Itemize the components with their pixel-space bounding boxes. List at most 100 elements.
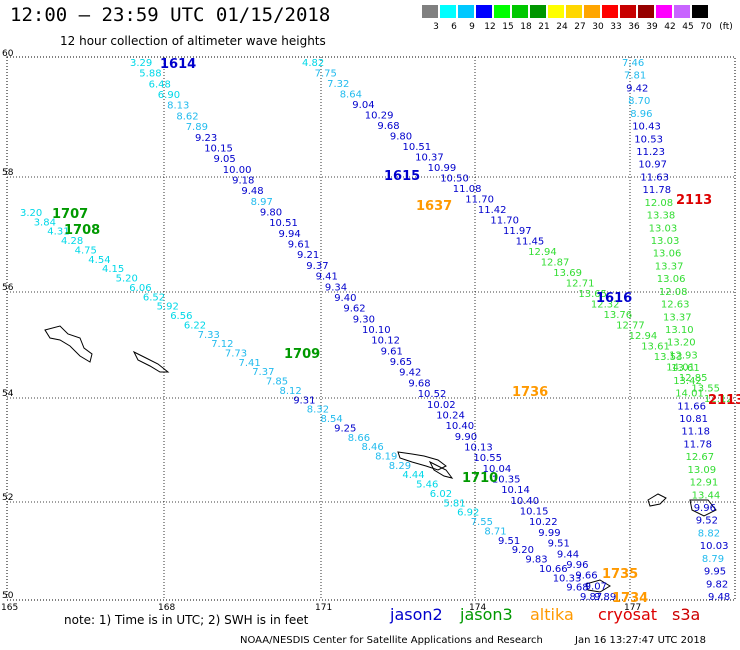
wave-height-value: 8.64 xyxy=(340,90,362,101)
wave-height-value: 7.32 xyxy=(327,79,349,90)
wave-height-value: 10.40 xyxy=(446,421,475,432)
satellite-altika: altika xyxy=(530,605,574,624)
wave-height-value: 9.05 xyxy=(214,154,236,165)
pass-time-label: 1710 xyxy=(462,471,498,486)
wave-height-value: 9.61 xyxy=(288,240,310,251)
wave-height-value: 12.94 xyxy=(629,331,658,342)
wave-height-value: 10.66 xyxy=(539,564,568,575)
wave-height-value: 4.75 xyxy=(75,246,97,257)
wave-height-value: 9.48 xyxy=(708,592,730,603)
legend-swatch xyxy=(566,5,582,18)
wave-height-value: 7.89 xyxy=(186,122,208,133)
wave-height-value: 9.23 xyxy=(195,133,217,144)
wave-height-value: 9.31 xyxy=(293,395,315,406)
wave-height-value: 11.42 xyxy=(478,205,507,216)
wave-height-value: 10.53 xyxy=(634,134,663,145)
wave-height-value: 13.03 xyxy=(649,223,678,234)
altimeter-tracks: 3.295.886.486.908.138.627.899.2310.159.0… xyxy=(20,58,733,603)
wave-height-value: 8.46 xyxy=(362,442,384,453)
wave-height-value: 9.21 xyxy=(297,250,319,261)
credit-line: NOAA/NESDIS Center for Satellite Applica… xyxy=(240,635,543,646)
latitude-label: 54 xyxy=(2,389,14,399)
coastline-small-island xyxy=(132,350,170,373)
wave-height-value: 13.38 xyxy=(647,211,676,222)
legend-swatch xyxy=(602,5,618,18)
legend-label: 21 xyxy=(538,22,550,32)
wave-height-value: 13.09 xyxy=(688,465,717,476)
wave-height-value: 9.48 xyxy=(241,186,263,197)
wave-height-value: 3.29 xyxy=(130,58,152,69)
wave-height-value: 13.53 xyxy=(654,352,683,363)
wave-height-value: 10.22 xyxy=(529,517,558,528)
wave-height-value: 9.68 xyxy=(408,378,430,389)
wave-height-value: 13.44 xyxy=(692,490,721,501)
wave-height-value: 9.80 xyxy=(390,132,412,143)
wave-height-value: 10.14 xyxy=(501,485,530,496)
wave-height-value: 7.73 xyxy=(225,349,247,360)
wave-height-value: 9.20 xyxy=(512,545,534,556)
satellite-jason3: jason3 xyxy=(460,605,513,624)
wave-height-value: 3.84 xyxy=(34,217,56,228)
wave-height-value: 8.54 xyxy=(321,414,343,425)
wave-height-value: 9.89 xyxy=(594,592,616,603)
wave-height-value: 13.03 xyxy=(651,236,680,247)
longitude-label: 171 xyxy=(315,603,332,613)
legend-swatch xyxy=(692,5,708,18)
wave-height-value: 7.12 xyxy=(211,339,233,350)
wave-height-value: 10.13 xyxy=(464,443,493,454)
wave-height-value: 12.08 xyxy=(645,198,674,209)
wave-height-value: 9.51 xyxy=(548,539,570,550)
wave-height-value: 7.55 xyxy=(471,517,493,528)
pass-time-label: 1707 xyxy=(52,207,88,222)
wave-height-value: 13.55 xyxy=(691,384,720,395)
coastline-east-island-3 xyxy=(585,579,611,593)
wave-height-value: 9.90 xyxy=(455,432,477,443)
legend-swatch xyxy=(620,5,636,18)
wave-height-value: 10.03 xyxy=(700,541,729,552)
wave-height-value: 10.81 xyxy=(679,414,708,425)
wave-height-value: 10.29 xyxy=(365,111,394,122)
wave-height-value: 12.08 xyxy=(659,287,688,298)
legend-swatch xyxy=(422,5,438,18)
legend-swatch xyxy=(548,5,564,18)
wave-height-value: 6.06 xyxy=(129,283,151,294)
pass-time-label: 1708 xyxy=(64,223,100,238)
wave-height-value: 5.46 xyxy=(416,480,438,491)
latitude-label: 60 xyxy=(2,49,14,59)
legend-label: 18 xyxy=(520,22,532,32)
wave-height-value: 8.96 xyxy=(630,109,652,120)
latitude-label: 50 xyxy=(2,591,14,601)
wave-height-value: 10.51 xyxy=(403,142,432,153)
wave-height-value: 14.01 xyxy=(675,389,704,400)
wave-height-value: 12.77 xyxy=(616,321,645,332)
legend-label: 70 xyxy=(700,22,712,32)
wave-height-value: 9.61 xyxy=(381,346,403,357)
wave-height-value: 11.97 xyxy=(503,226,532,237)
wave-height-value: 4.82 xyxy=(302,58,324,69)
axis-labels: 60 58 56 54 52 50 165 168 171 174 177 xyxy=(1,49,641,613)
wave-height-value: 8.82 xyxy=(698,528,720,539)
wave-height-value: 8.12 xyxy=(280,386,302,397)
wave-height-value: 13.69 xyxy=(553,268,582,279)
legend-swatch xyxy=(638,5,654,18)
wave-height-value: 4.31 xyxy=(47,227,69,238)
wave-height-value: 12.63 xyxy=(661,300,690,311)
wave-height-value: 11.78 xyxy=(643,185,672,196)
wave-height-value: 3.20 xyxy=(20,208,42,219)
wave-height-value: 5.20 xyxy=(116,274,138,285)
generation-timestamp: Jan 16 13:27:47 UTC 2018 xyxy=(575,635,707,646)
wave-height-value: 10.02 xyxy=(427,400,456,411)
wave-height-value: 4.44 xyxy=(402,470,424,481)
wave-height-value: 12.85 xyxy=(679,373,708,384)
legend-label: 33 xyxy=(610,22,622,32)
wave-height-value: 10.37 xyxy=(415,153,444,164)
pass-time-label: 1615 xyxy=(384,169,420,184)
wave-height-value: 9.80 xyxy=(260,208,282,219)
wave-height-value: 9.83 xyxy=(525,555,547,566)
wave-height-value: 7.41 xyxy=(239,358,261,369)
wave-height-value: 10.50 xyxy=(440,174,469,185)
legend-swatch xyxy=(494,5,510,18)
legend-swatch xyxy=(584,5,600,18)
